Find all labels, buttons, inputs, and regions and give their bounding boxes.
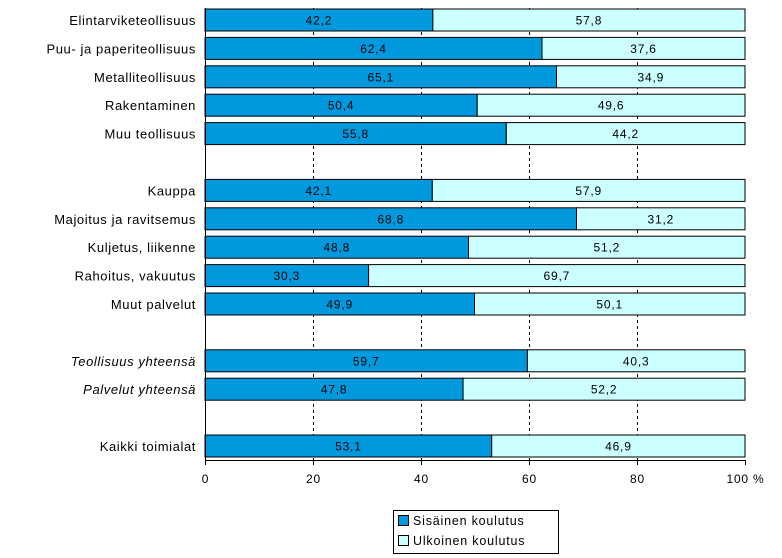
- legend-label-ulkoinen-koulutus: Ulkoinen koulutus: [413, 534, 525, 548]
- category-label-majoitus-ja-ravitsemus: Majoitus ja ravitsemus: [54, 212, 196, 227]
- category-labels: Elintarviketeollisuus Puu- ja paperiteoll…: [46, 13, 197, 454]
- legend: Sisäinen koulutus Ulkoinen koulutus: [393, 510, 559, 554]
- category-label-muut-palvelut: Muut palvelut: [111, 297, 196, 312]
- value-label-sisainen-koulutus-metalliteollisuus: 65,1: [368, 70, 395, 84]
- value-label-ulkoinen-koulutus-kuljetus-liikenne: 51,2: [594, 241, 621, 255]
- bar-ulkoinen-koulutus-muut-palvelut: [474, 292, 746, 316]
- category-label-rahoitus-vakuutus: Rahoitus, vakuutus: [75, 269, 196, 284]
- value-label-ulkoinen-koulutus-muu-teollisuus: 44,2: [612, 127, 639, 141]
- category-label-teollisuus-yhteensa: Teollisuus yhteensä: [71, 354, 196, 369]
- value-label-ulkoinen-koulutus-rakentaminen: 49,6: [598, 99, 625, 113]
- bar-ulkoinen-koulutus-kuljetus-liikenne: [468, 235, 746, 259]
- value-label-sisainen-koulutus-kauppa: 42,1: [305, 184, 332, 198]
- legend-label-sisainen-koulutus: Sisäinen koulutus: [413, 514, 525, 528]
- bar-ulkoinen-koulutus-rakentaminen: [476, 93, 746, 117]
- value-label-ulkoinen-koulutus-puu-ja-paperiteollisuus: 37,6: [630, 42, 657, 56]
- x-axis: 0 20 40 60 80 100 %: [202, 8, 764, 486]
- bar-ulkoinen-koulutus-majoitus-ja-ravitsemus: [576, 207, 746, 231]
- value-label-sisainen-koulutus-rahoitus-vakuutus: 30,3: [274, 269, 301, 283]
- value-label-sisainen-koulutus-elintarviketeollisuus: 42,2: [306, 14, 333, 28]
- bar-ulkoinen-koulutus-kauppa: [431, 178, 746, 202]
- value-label-ulkoinen-koulutus-teollisuus-yhteensa: 40,3: [623, 354, 650, 368]
- bar-ulkoinen-koulutus-metalliteollisuus: [556, 65, 746, 89]
- x-tick-label-100: 100 %: [726, 472, 764, 486]
- value-label-ulkoinen-koulutus-palvelut-yhteensa: 52,2: [591, 383, 618, 397]
- category-label-rakentaminen: Rakentaminen: [105, 98, 196, 113]
- category-label-puu-ja-paperiteollisuus: Puu- ja paperiteollisuus: [46, 41, 196, 56]
- bar-area: 42,2 57,8 62,4 37,6 65,1 34,9 50,4 49,6 55,8 44,2…: [204, 8, 746, 458]
- value-label-ulkoinen-koulutus-kaikki-toimialat: 46,9: [605, 440, 632, 454]
- value-label-sisainen-koulutus-palvelut-yhteensa: 47,8: [321, 383, 348, 397]
- value-label-sisainen-koulutus-teollisuus-yhteensa: 59,7: [353, 354, 380, 368]
- value-label-ulkoinen-koulutus-majoitus-ja-ravitsemus: 31,2: [648, 212, 675, 226]
- category-label-elintarviketeollisuus: Elintarviketeollisuus: [69, 13, 196, 28]
- bar-ulkoinen-koulutus-palvelut-yhteensa: [462, 377, 746, 401]
- value-label-sisainen-koulutus-puu-ja-paperiteollisuus: 62,4: [360, 42, 387, 56]
- category-label-kauppa: Kauppa: [148, 183, 197, 198]
- value-label-ulkoinen-koulutus-muut-palvelut: 50,1: [596, 298, 623, 312]
- category-label-palvelut-yhteensa: Palvelut yhteensä: [83, 382, 196, 397]
- legend-swatch-ulkoinen-koulutus: [398, 535, 409, 546]
- bar-ulkoinen-koulutus-puu-ja-paperiteollisuus: [541, 36, 746, 60]
- value-label-sisainen-koulutus-rakentaminen: 50,4: [328, 99, 355, 113]
- legend-swatch-sisainen-koulutus: [398, 515, 409, 526]
- category-label-kuljetus-liikenne: Kuljetus, liikenne: [88, 240, 196, 255]
- legend-frame: [393, 510, 559, 554]
- value-label-ulkoinen-koulutus-kauppa: 57,9: [575, 184, 602, 198]
- value-label-sisainen-koulutus-muu-teollisuus: 55,8: [342, 127, 369, 141]
- category-label-kaikki-toimialat: Kaikki toimialat: [100, 439, 196, 454]
- x-tick-label-80: 80: [630, 472, 645, 486]
- bar-ulkoinen-koulutus-rahoitus-vakuutus: [368, 264, 746, 288]
- value-label-ulkoinen-koulutus-rahoitus-vakuutus: 69,7: [544, 269, 571, 283]
- value-label-sisainen-koulutus-muut-palvelut: 49,9: [326, 298, 353, 312]
- bar-ulkoinen-koulutus-teollisuus-yhteensa: [526, 349, 746, 373]
- x-tick-label-20: 20: [306, 472, 321, 486]
- x-tick-label-60: 60: [522, 472, 537, 486]
- x-tick-label-40: 40: [414, 472, 429, 486]
- bar-ulkoinen-koulutus-kaikki-toimialat: [491, 434, 746, 458]
- value-label-sisainen-koulutus-kaikki-toimialat: 53,1: [335, 440, 362, 454]
- category-label-muu-teollisuus: Muu teollisuus: [105, 127, 197, 142]
- value-label-sisainen-koulutus-kuljetus-liikenne: 48,8: [324, 241, 351, 255]
- category-label-metalliteollisuus: Metalliteollisuus: [94, 70, 196, 85]
- value-label-ulkoinen-koulutus-metalliteollisuus: 34,9: [638, 70, 665, 84]
- value-label-ulkoinen-koulutus-elintarviketeollisuus: 57,8: [576, 14, 603, 28]
- bar-ulkoinen-koulutus-muu-teollisuus: [505, 122, 746, 146]
- x-tick-label-0: 0: [202, 472, 209, 486]
- bar-ulkoinen-koulutus-elintarviketeollisuus: [432, 8, 746, 32]
- value-label-sisainen-koulutus-majoitus-ja-ravitsemus: 68,8: [378, 212, 405, 226]
